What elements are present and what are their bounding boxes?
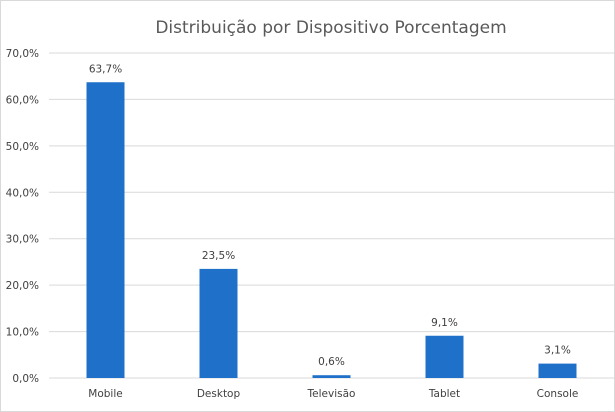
x-category-label: Tablet [428, 388, 460, 400]
x-category-label: Televisão [307, 388, 356, 400]
data-label: 0,6% [318, 356, 345, 368]
bar-televisão [312, 375, 351, 378]
bar-console [538, 363, 577, 378]
chart-title: Distribuição por Dispositivo Porcentagem [155, 18, 506, 38]
y-tick-label: 50,0% [6, 141, 39, 153]
y-tick-label: 0,0% [12, 373, 39, 385]
y-tick-label: 70,0% [6, 48, 39, 60]
bar-mobile [86, 82, 125, 378]
data-label: 3,1% [544, 345, 571, 357]
x-category-label: Console [537, 388, 579, 400]
y-axis-ticks: 0,0% 10,0% 20,0% 30,0% 40,0% 50,0% 60,0% 70,0% [6, 48, 39, 385]
y-tick-label: 20,0% [6, 280, 39, 292]
x-category-label: Desktop [197, 388, 241, 400]
y-tick-label: 40,0% [6, 187, 39, 199]
data-label: 23,5% [202, 250, 235, 262]
y-tick-label: 30,0% [6, 234, 39, 246]
y-tick-label: 10,0% [6, 327, 39, 339]
bar-tablet [425, 335, 464, 378]
bars [86, 82, 577, 378]
gridlines [49, 52, 614, 379]
bar-desktop [199, 268, 238, 378]
x-axis-categories: Mobile Desktop Televisão Tablet Console [88, 388, 578, 400]
x-category-label: Mobile [88, 388, 122, 400]
data-label: 63,7% [89, 63, 122, 75]
data-labels: 63,7% 23,5% 0,6% 9,1% 3,1% [89, 63, 571, 368]
y-tick-label: 60,0% [6, 94, 39, 106]
data-label: 9,1% [431, 317, 458, 329]
